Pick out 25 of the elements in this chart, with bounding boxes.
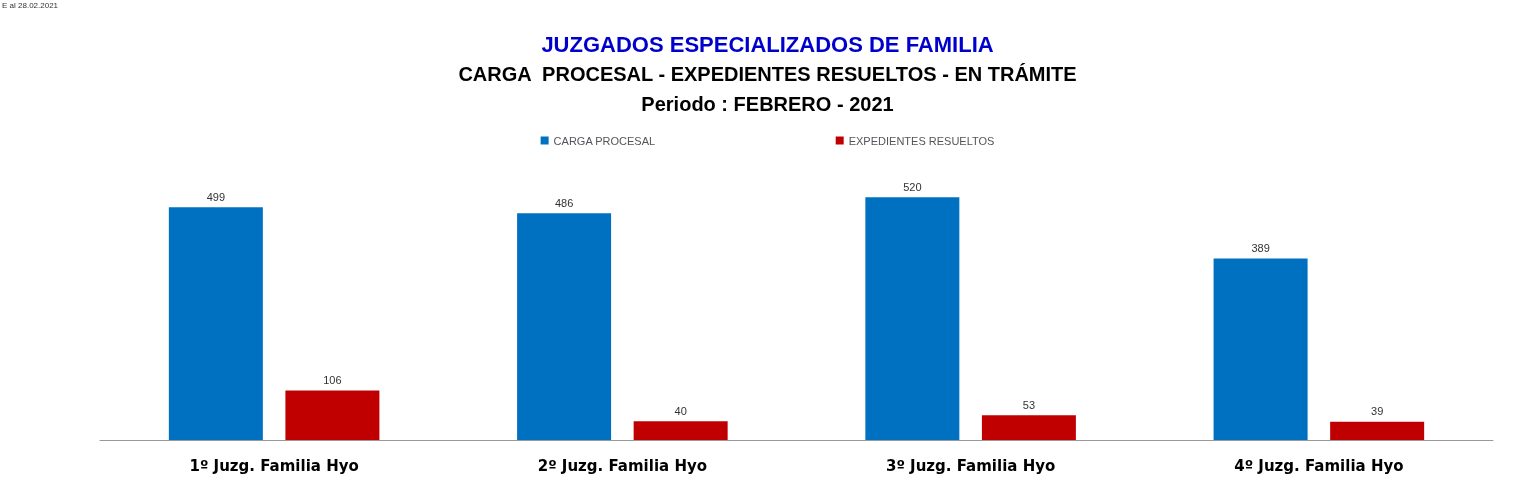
data-label: 39	[1371, 405, 1384, 418]
data-label: 53	[1022, 398, 1036, 411]
data-label: 106	[323, 374, 342, 387]
bar	[285, 390, 380, 440]
legend-label: EXPEDIENTES RESUELTOS	[848, 134, 995, 147]
bar	[168, 207, 263, 440]
bar	[1330, 421, 1425, 440]
data-label: 486	[554, 196, 574, 209]
data-label: 499	[206, 190, 226, 203]
bar	[517, 213, 612, 440]
bar	[865, 197, 960, 440]
x-tick-label: 4º Juzg. Familia Hyo	[1234, 456, 1404, 475]
data-label: 520	[903, 180, 922, 193]
data-label: 40	[674, 404, 687, 417]
data-label: 389	[1251, 241, 1270, 254]
x-tick-label: 2º Juzg. Familia Hyo	[537, 456, 708, 475]
text: E al 28.02.2021	[2, 0, 59, 10]
bar	[1213, 258, 1308, 440]
x-tick-label: 1º Juzg. Familia Hyo	[189, 456, 359, 475]
bar	[981, 415, 1076, 440]
legend-label: CARGA PROCESAL	[553, 134, 656, 147]
bar	[633, 421, 728, 440]
x-tick-label: 3º Juzg. Familia Hyo	[885, 456, 1056, 475]
chart-title: JUZGADOS ESPECIALIZADOS DE FAMILIA	[541, 31, 994, 57]
chart-subtitle: CARGA PROCESAL - EXPEDIENTES RESUELTOS - EN TRÁMITE Periodo : FEBRERO - 2021	[458, 63, 1077, 115]
